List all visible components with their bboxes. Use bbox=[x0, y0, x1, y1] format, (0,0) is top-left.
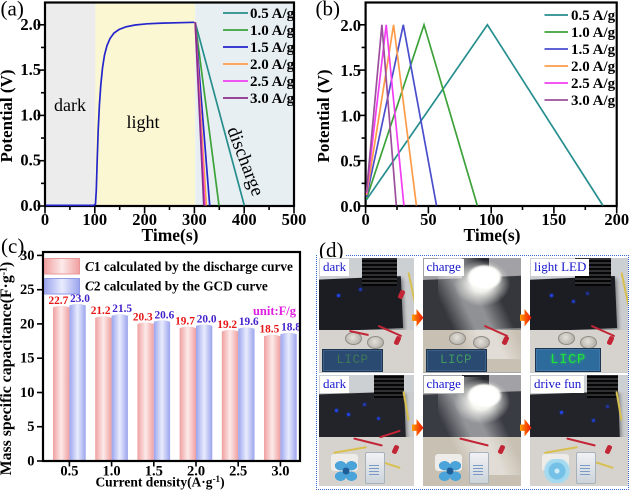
svg-text:22.7: 22.7 bbox=[49, 295, 69, 307]
svg-text:19.2: 19.2 bbox=[217, 319, 237, 331]
svg-text:20.3: 20.3 bbox=[133, 311, 153, 323]
svg-text:Mass specific capacitance(F·g-: Mass specific capacitance(F·g-1) bbox=[0, 262, 15, 476]
svg-text:0.5: 0.5 bbox=[60, 464, 78, 480]
svg-text:(a): (a) bbox=[1, 0, 24, 21]
svg-text:1.0: 1.0 bbox=[103, 464, 121, 480]
svg-text:20.6: 20.6 bbox=[155, 309, 175, 321]
svg-text:C1 calculated by the discharge: C1 calculated by the discharge curve bbox=[85, 259, 293, 274]
svg-text:1.5: 1.5 bbox=[145, 464, 163, 480]
svg-text:1.5: 1.5 bbox=[20, 60, 41, 79]
svg-text:200: 200 bbox=[132, 210, 157, 229]
svg-text:0.0: 0.0 bbox=[20, 196, 41, 215]
svg-text:25: 25 bbox=[20, 282, 35, 298]
svg-text:unit:F/g: unit:F/g bbox=[253, 304, 297, 318]
svg-text:150: 150 bbox=[542, 210, 567, 229]
svg-text:21.5: 21.5 bbox=[112, 303, 132, 315]
svg-text:300: 300 bbox=[182, 210, 207, 229]
svg-text:18.8: 18.8 bbox=[281, 322, 301, 334]
svg-text:C2 calculated by the GCD curve: C2 calculated by the GCD curve bbox=[85, 279, 268, 294]
svg-text:2.0: 2.0 bbox=[20, 15, 41, 34]
svg-text:1.0: 1.0 bbox=[20, 105, 41, 124]
svg-text:10: 10 bbox=[20, 385, 35, 401]
svg-text:3.0: 3.0 bbox=[271, 464, 289, 480]
svg-text:100: 100 bbox=[82, 210, 107, 229]
svg-text:30: 30 bbox=[20, 248, 35, 264]
svg-text:200: 200 bbox=[604, 210, 629, 229]
svg-text:2.5: 2.5 bbox=[229, 464, 247, 480]
svg-text:23.0: 23.0 bbox=[70, 293, 90, 305]
svg-text:100: 100 bbox=[479, 210, 504, 229]
svg-text:0.5 A/g: 0.5 A/g bbox=[250, 6, 295, 22]
svg-text:1.0 A/g: 1.0 A/g bbox=[250, 23, 295, 39]
svg-text:dark: dark bbox=[54, 95, 86, 115]
svg-text:19.7: 19.7 bbox=[175, 316, 195, 328]
svg-text:500: 500 bbox=[282, 210, 307, 229]
svg-text:5: 5 bbox=[27, 419, 34, 435]
svg-text:Potential (V): Potential (V) bbox=[315, 69, 333, 162]
svg-text:0.5 A/g: 0.5 A/g bbox=[571, 8, 616, 24]
svg-text:1.5 A/g: 1.5 A/g bbox=[571, 42, 616, 58]
svg-text:1.5 A/g: 1.5 A/g bbox=[250, 40, 295, 56]
svg-text:0: 0 bbox=[41, 210, 49, 229]
svg-text:2.0 A/g: 2.0 A/g bbox=[571, 59, 616, 75]
svg-text:1.5: 1.5 bbox=[340, 61, 361, 80]
svg-text:50: 50 bbox=[420, 210, 437, 229]
svg-text:1.0 A/g: 1.0 A/g bbox=[571, 25, 616, 41]
svg-text:2.0: 2.0 bbox=[187, 464, 205, 480]
svg-text:2.5 A/g: 2.5 A/g bbox=[571, 76, 616, 92]
svg-text:0.5: 0.5 bbox=[340, 152, 361, 171]
svg-text:2.0 A/g: 2.0 A/g bbox=[250, 57, 295, 73]
svg-text:Potential (V): Potential (V) bbox=[0, 69, 16, 162]
svg-text:light: light bbox=[126, 112, 159, 132]
svg-text:2.0: 2.0 bbox=[340, 16, 361, 35]
svg-text:400: 400 bbox=[232, 210, 257, 229]
svg-text:0: 0 bbox=[27, 454, 34, 470]
svg-text:20: 20 bbox=[20, 316, 35, 332]
svg-text:Time(s): Time(s) bbox=[463, 225, 520, 245]
svg-text:18.5: 18.5 bbox=[260, 324, 280, 336]
svg-text:0.0: 0.0 bbox=[340, 197, 361, 216]
svg-text:0.5: 0.5 bbox=[20, 151, 41, 170]
svg-text:3.0 A/g: 3.0 A/g bbox=[571, 93, 616, 109]
svg-text:0: 0 bbox=[361, 210, 369, 229]
svg-text:15: 15 bbox=[20, 351, 35, 367]
svg-text:2.5 A/g: 2.5 A/g bbox=[250, 74, 295, 90]
svg-text:20.0: 20.0 bbox=[197, 313, 217, 325]
svg-text:21.2: 21.2 bbox=[91, 305, 111, 317]
svg-text:3.0 A/g: 3.0 A/g bbox=[250, 91, 295, 107]
svg-text:Current density(A·g-1): Current density(A·g-1) bbox=[95, 474, 224, 490]
svg-text:Time(s): Time(s) bbox=[141, 225, 198, 245]
svg-text:1.0: 1.0 bbox=[340, 106, 361, 125]
svg-text:19.6: 19.6 bbox=[239, 316, 259, 328]
svg-text:(b): (b) bbox=[316, 0, 341, 21]
